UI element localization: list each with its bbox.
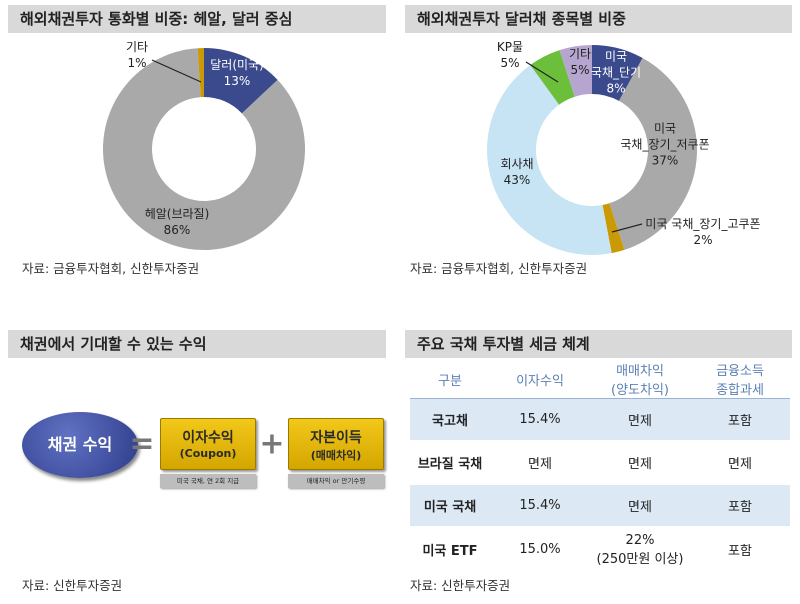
category-label: 미국 국채_장기_저쿠폰 xyxy=(620,121,710,152)
box-subtitle: (매매차익) xyxy=(310,449,362,462)
slice-label: KP물 5% xyxy=(497,39,523,71)
slice-label: 기타 1% xyxy=(126,39,148,71)
table-cell: 포함 xyxy=(690,484,790,527)
source: 자료: 금융투자협회, 신한투자증권 xyxy=(410,261,588,276)
slice-label: 미국 국채_단기 8% xyxy=(591,49,641,98)
box-title: 이자수익 xyxy=(182,430,234,446)
value-label: 2% xyxy=(693,233,713,247)
category-label: 미국 국채_단기 xyxy=(590,49,642,80)
header-cell: 금융소득 종합과세 xyxy=(690,360,790,399)
table-cell: 15.4% xyxy=(490,398,590,441)
value-label: 37% xyxy=(651,154,679,169)
pie-slice xyxy=(602,203,625,254)
box-note: 매매차익 or 만기수령 xyxy=(288,474,384,488)
tax-table: 구분 이자수익 매매차익 (양도차익) 금융소득 종합과세 국고채 15.4% 면제 포함 브라… xyxy=(410,360,790,573)
table-row: 국고채 15.4% 면제 포함 xyxy=(410,398,790,441)
source: 자료: 신한투자증권 xyxy=(22,578,123,593)
box: 이자수익 (Coupon) xyxy=(160,418,256,470)
header-cell: 매매차익 (양도차익) xyxy=(590,360,690,399)
table-cell: 포함 xyxy=(690,526,790,573)
value-label: 43% xyxy=(503,173,531,187)
value-label: 5% xyxy=(500,56,520,70)
slice-label: 회사채 43% xyxy=(500,156,533,188)
table-row: 브라질 국채 면제 면제 면제 xyxy=(410,440,790,485)
table-cell: 면제 xyxy=(690,440,790,485)
table-cell: 22% (250만원 이상) xyxy=(590,526,690,573)
slice-label: 미국 국채_장기_저쿠폰 37% xyxy=(620,121,709,170)
leader-line xyxy=(525,61,559,83)
table-cell: 면제 xyxy=(590,398,690,441)
table-row: 미국 국채 15.4% 면제 포함 xyxy=(410,484,790,527)
category-label: 미국 국채_장기_고쿠폰 xyxy=(645,216,761,231)
box: 자본이득 (매매차익) xyxy=(288,418,384,470)
slice-label: 헤알(브라질) 86% xyxy=(145,206,210,238)
table-cell: 미국 ETF xyxy=(410,526,490,573)
panel-title: 주요 국채 투자별 세금 체계 xyxy=(405,330,792,358)
pie-slice xyxy=(592,45,643,101)
table-cell: 미국 국채 xyxy=(410,484,490,527)
value-label: 13% xyxy=(223,74,251,88)
category-label: 기타 xyxy=(125,39,149,54)
pie-slice xyxy=(530,50,575,105)
pie-slice xyxy=(487,65,612,255)
leader-line xyxy=(611,223,643,233)
value-label: 86% xyxy=(163,223,191,237)
source: 자료: 금융투자협회, 신한투자증권 xyxy=(22,261,200,276)
box-subtitle: (Coupon) xyxy=(179,447,237,460)
category-label: 기타 xyxy=(568,46,592,61)
value-label: 1% xyxy=(127,56,147,70)
slice-label: 기타 5% xyxy=(569,46,591,78)
slice-label: 달러(미국) 13% xyxy=(210,57,264,89)
value-label: 8% xyxy=(606,82,626,97)
box-title: 자본이득 xyxy=(310,430,362,446)
operator: = xyxy=(129,426,155,462)
table-cell: 15.0% xyxy=(490,526,590,573)
pie-slice xyxy=(102,48,305,251)
table-cell: 포함 xyxy=(690,398,790,441)
pie-slice xyxy=(197,48,204,98)
table-cell: 면제 xyxy=(490,440,590,485)
slice-label: 미국 국채_장기_고쿠폰 2% xyxy=(645,216,760,248)
header-cell: 이자수익 xyxy=(490,360,590,399)
panel-title: 해외채권투자 달러채 종목별 비중 xyxy=(405,5,792,33)
operator: + xyxy=(259,426,285,462)
category-label: 헤알(브라질) xyxy=(144,206,210,221)
table-cell: 면제 xyxy=(590,484,690,527)
value-label: 5% xyxy=(570,63,590,77)
header-row: 구분 이자수익 매매차익 (양도차익) 금융소득 종합과세 xyxy=(410,360,790,399)
category-label: 회사채 xyxy=(500,156,534,171)
pie-slice xyxy=(609,57,697,250)
header-cell: 구분 xyxy=(410,360,490,399)
main-ellipse: 채권 수익 xyxy=(22,412,138,478)
panel-title: 해외채권투자 통화별 비중: 헤알, 달러 중심 xyxy=(8,5,386,33)
category-label: KP물 xyxy=(496,39,524,54)
source: 자료: 신한투자증권 xyxy=(410,578,511,593)
panel-title: 채권에서 기대할 수 있는 수익 xyxy=(8,330,386,358)
pie-slice xyxy=(559,45,592,97)
table-cell: 브라질 국채 xyxy=(410,440,490,485)
table-cell: 면제 xyxy=(590,440,690,485)
box-note: 미국 국채, 연 2회 지급 xyxy=(160,474,256,488)
pie-slice xyxy=(204,48,278,114)
table-cell: 15.4% xyxy=(490,484,590,527)
leader-line xyxy=(151,59,202,83)
table-cell: 국고채 xyxy=(410,398,490,441)
category-label: 달러(미국) xyxy=(210,57,264,72)
table-row: 미국 ETF 15.0% 22% (250만원 이상) 포함 xyxy=(410,526,790,573)
